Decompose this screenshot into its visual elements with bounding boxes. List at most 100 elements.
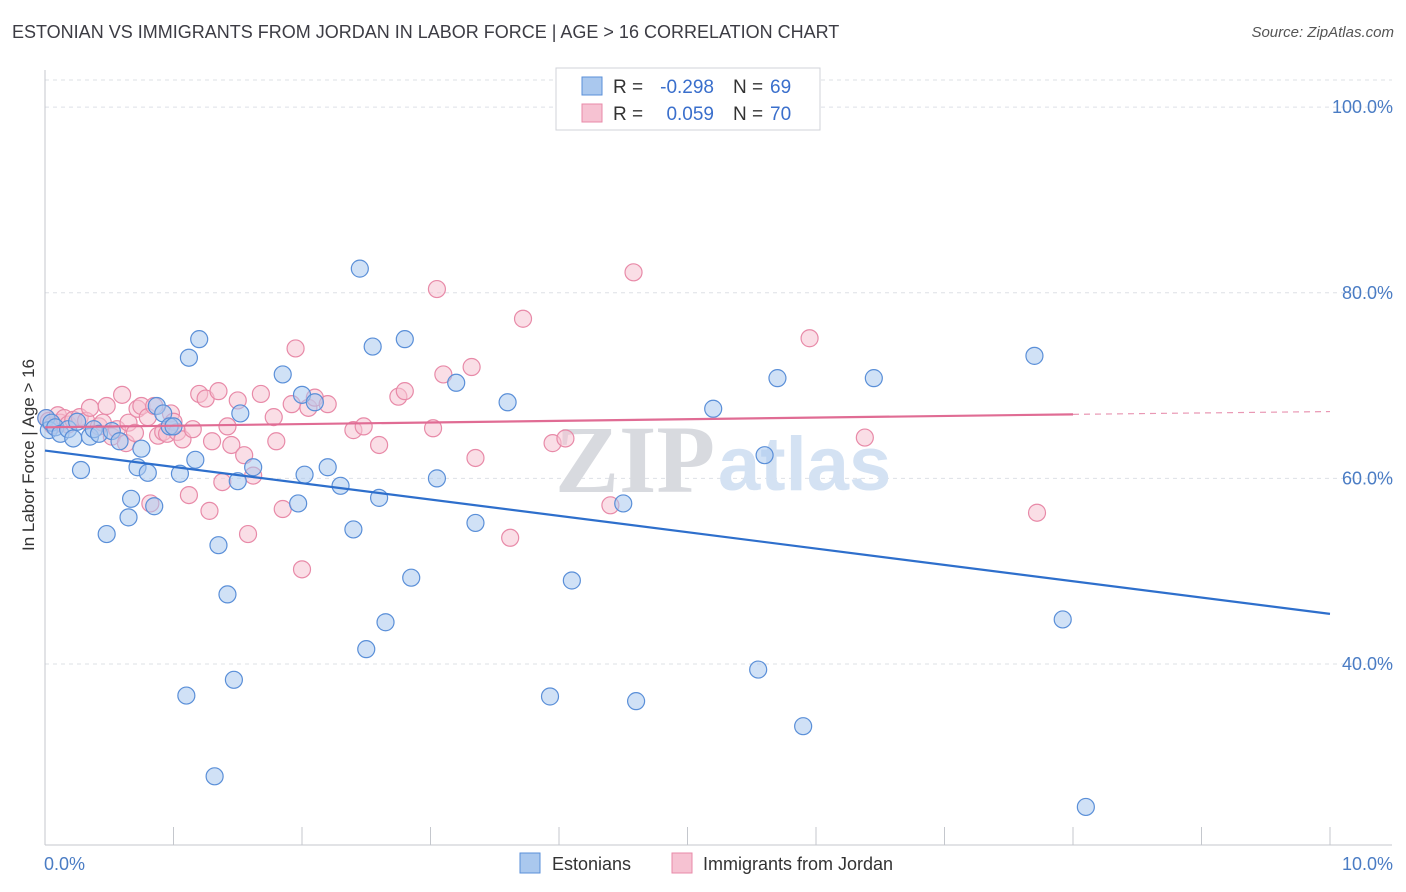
- y-tick-label-3: 100.0%: [1332, 97, 1393, 117]
- estonians-point-45: [357, 640, 376, 659]
- jordan-point-33: [183, 420, 202, 439]
- estonians-point-31: [218, 585, 237, 604]
- estonians-point-49: [395, 330, 414, 349]
- estonians-point-16: [121, 489, 141, 508]
- jordan-point-36: [200, 501, 219, 520]
- trend-line-jordan-extension: [1072, 410, 1331, 415]
- estonians-point-39: [295, 465, 314, 484]
- estonians-point-54: [498, 393, 517, 412]
- legend-n-label-2: N =: [733, 104, 763, 125]
- jordan-point-19: [125, 423, 145, 443]
- watermark-zip: ZIP: [555, 406, 715, 513]
- estonians-point-32: [224, 670, 243, 689]
- bottom-legend-swatch-jordan: [671, 852, 693, 874]
- estonians-point-26: [177, 686, 196, 705]
- bottom-legend-label-estonians: Estonians: [552, 854, 631, 874]
- estonians-point-40: [305, 393, 324, 412]
- jordan-point-38: [209, 382, 228, 401]
- estonians-point-41: [318, 458, 337, 477]
- estonians-point-19: [138, 463, 157, 482]
- estonians-point-28: [186, 450, 205, 469]
- jordan-point-65: [466, 448, 485, 468]
- top-legend: R = -0.298 N = 69 R = 0.059 N = 70: [555, 67, 821, 131]
- estonians-point-48: [376, 613, 395, 632]
- estonians-point-18: [132, 439, 151, 458]
- estonians-point-27: [179, 348, 199, 367]
- jordan-point-41: [222, 435, 241, 455]
- jordan-point-48: [267, 432, 286, 451]
- estonians-point-50: [402, 568, 421, 587]
- chart-title: ESTONIAN VS IMMIGRANTS FROM JORDAN IN LA…: [12, 22, 840, 42]
- estonians-point-29: [190, 330, 209, 349]
- jordan-point-71: [624, 263, 643, 282]
- x-tick-label-0: 0.0%: [44, 854, 85, 874]
- estonians-point-52: [447, 373, 466, 392]
- legend-swatch-estonians: [581, 76, 603, 96]
- estonians-point-46: [363, 337, 382, 356]
- y-tick-label-1: 60.0%: [1342, 468, 1393, 488]
- trend-line-estonians: [44, 449, 1331, 615]
- estonians-point-37: [289, 494, 308, 513]
- watermark: ZIP atlas: [555, 406, 891, 513]
- estonians-point-55: [540, 687, 560, 706]
- jordan-point-40: [218, 417, 237, 436]
- legend-n-value-1: 69: [770, 77, 791, 98]
- tick-labels: 40.0% 60.0% 80.0% 100.0% 0.0% 10.0%: [44, 97, 1393, 874]
- estonians-point-36: [273, 365, 292, 384]
- estonians-point-43: [344, 520, 363, 539]
- jordan-point-44: [238, 524, 258, 544]
- bottom-legend-swatch-estonians: [519, 852, 541, 874]
- jordan-point-61: [423, 419, 443, 438]
- jordan-point-74: [1027, 503, 1047, 522]
- estonians-point-56: [562, 571, 581, 590]
- jordan-point-51: [286, 339, 305, 358]
- jordan-point-69: [556, 429, 575, 448]
- y-tick-label-2: 80.0%: [1342, 283, 1393, 303]
- jordan-point-57: [354, 417, 373, 436]
- estonians-point-64: [864, 369, 883, 388]
- legend-r-label-2: R =: [613, 104, 643, 125]
- jordan-point-16: [112, 385, 132, 404]
- x-tick-label-1: 10.0%: [1342, 854, 1393, 874]
- legend-n-value-2: 70: [770, 104, 791, 125]
- jordan-point-67: [513, 309, 533, 328]
- legend-r-label-1: R =: [613, 77, 643, 98]
- estonians-point-62: [768, 369, 787, 388]
- estonians-point-67: [1076, 797, 1095, 817]
- estonians-point-34: [231, 404, 250, 423]
- jordan-point-63: [434, 365, 453, 384]
- estonians-point-58: [626, 692, 646, 711]
- estonians-point-60: [749, 660, 768, 679]
- trend-line-jordan: [44, 413, 1074, 429]
- legend-r-value-2: 0.059: [666, 104, 714, 125]
- estonians-point-57: [614, 494, 633, 513]
- y-axis-label: In Labor Force | Age > 16: [19, 359, 38, 551]
- jordan-point-46: [251, 384, 270, 404]
- jordan-point-62: [427, 279, 447, 299]
- estonians-point-14: [110, 432, 129, 451]
- estonians-point-33: [228, 472, 247, 491]
- jordan-point-47: [264, 408, 283, 427]
- jordan-point-64: [462, 357, 481, 377]
- jordan-point-73: [855, 428, 874, 447]
- jordan-point-37: [202, 432, 222, 451]
- jordan-point-13: [97, 396, 116, 416]
- estonians-point-63: [794, 717, 813, 736]
- source-note: Source: ZipAtlas.com: [1251, 24, 1394, 41]
- estonians-point-68: [205, 767, 224, 786]
- estonians-point-65: [1025, 346, 1044, 365]
- estonians-point-30: [209, 536, 228, 555]
- jordan-point-58: [370, 435, 389, 455]
- estonians-point-44: [350, 259, 369, 278]
- jordan-point-49: [273, 499, 292, 519]
- estonians-point-35: [244, 458, 263, 477]
- estonians-point-66: [1053, 610, 1072, 629]
- estonians-point-6: [64, 429, 83, 448]
- jordan-point-39: [213, 472, 232, 492]
- legend-r-value-1: -0.298: [660, 77, 714, 98]
- jordan-point-10: [80, 398, 100, 417]
- y-tick-label-0: 40.0%: [1342, 654, 1393, 674]
- jordan-point-60: [395, 382, 414, 401]
- estonians-point-59: [704, 399, 723, 418]
